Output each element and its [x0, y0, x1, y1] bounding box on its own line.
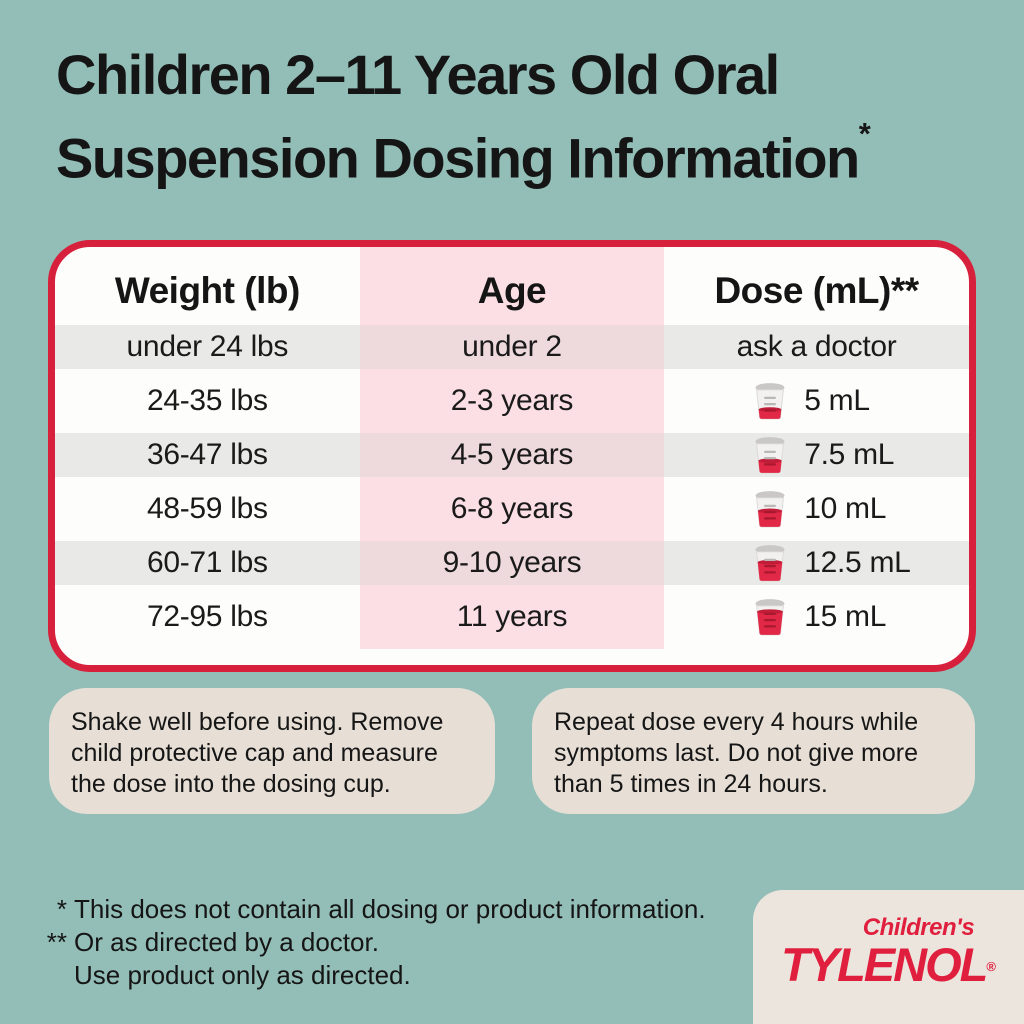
table-row: 48-59 lbs 6-8 years 10 mL	[55, 477, 969, 541]
dose-cell: 15 mL	[664, 585, 969, 649]
weight-cell: 36-47 lbs	[55, 433, 360, 477]
age-cell: 11 years	[359, 585, 665, 649]
dose-cell: ask a doctor	[664, 325, 969, 369]
footnote-text: This does not contain all dosing or prod…	[74, 894, 706, 924]
table-row: 24-35 lbs 2-3 years 5 mL	[55, 369, 969, 433]
note-shake-well-text: Shake well before using. Remove child pr…	[71, 708, 444, 798]
registered-trademark-icon: ®	[986, 959, 996, 974]
dosing-cup-icon	[752, 488, 788, 530]
weight-cell: 48-59 lbs	[146, 492, 268, 525]
footnote-text: Use product only as directed.	[74, 960, 411, 990]
brand-childrens-label: Children's	[862, 914, 975, 941]
table-row: 36-47 lbs 4-5 years 7.5 mL	[55, 433, 969, 477]
footnote-line: Use product only as directed.	[28, 959, 706, 992]
weight-cell: 72-95 lbs	[146, 600, 268, 633]
table-row: 60-71 lbs 9-10 years 12.5 mL	[55, 541, 969, 585]
table-header-row: Weight (lb) Age Dose (mL)**	[55, 247, 969, 325]
age-cell: under 2	[359, 325, 665, 369]
footnote-line: * This does not contain all dosing or pr…	[28, 893, 706, 926]
dosing-table: Weight (lb) Age Dose (mL)** under 24 lbs…	[48, 240, 976, 672]
header-age: Age	[359, 247, 665, 325]
brand-card: Children's TYLENOL ®	[753, 890, 1024, 1024]
weight-cell: 60-71 lbs	[55, 541, 360, 585]
dosing-cup-icon	[752, 380, 788, 422]
age-cell: 6-8 years	[359, 477, 665, 541]
age-cell: 9-10 years	[359, 541, 665, 585]
header-dose: Dose (mL)**	[714, 270, 919, 311]
table-row: 72-95 lbs 11 years 15 mL	[55, 585, 969, 649]
footnote-marker	[28, 959, 74, 992]
dose-cell: 12.5 mL	[664, 541, 969, 585]
table-row: under 24 lbs under 2 ask a doctor	[55, 325, 969, 369]
title-line-1: Children 2–11 Years Old Oral	[56, 43, 780, 106]
page-title: Children 2–11 Years Old Oral Suspension D…	[56, 38, 871, 195]
dose-value: 12.5 mL	[804, 546, 911, 579]
age-cell: 4-5 years	[359, 433, 665, 477]
footnote-line: ** Or as directed by a doctor.	[28, 926, 706, 959]
footnote-text: Or as directed by a doctor.	[74, 927, 379, 957]
footnotes: * This does not contain all dosing or pr…	[28, 893, 706, 992]
dose-value: 7.5 mL	[804, 438, 895, 471]
dose-value: 5 mL	[804, 384, 870, 417]
age-cell: 2-3 years	[359, 369, 665, 433]
note-repeat-dose-text: Repeat dose every 4 hours while symptoms…	[554, 708, 919, 798]
note-shake-well: Shake well before using. Remove child pr…	[49, 688, 495, 814]
weight-cell: under 24 lbs	[55, 325, 360, 369]
header-weight: Weight (lb)	[114, 270, 300, 311]
dosing-cup-icon	[752, 434, 788, 476]
dose-value: 10 mL	[804, 492, 887, 525]
footnote-marker: *	[56, 894, 67, 924]
dosing-cup-icon	[752, 542, 788, 584]
dose-cell: 10 mL	[664, 477, 969, 541]
weight-cell: 24-35 lbs	[146, 384, 268, 417]
dose-value: ask a doctor	[736, 330, 897, 363]
tylenol-logo: TYLENOL ®	[781, 938, 996, 991]
title-line-2: Suspension Dosing Information	[56, 126, 860, 190]
dose-cell: 7.5 mL	[664, 433, 969, 477]
tylenol-wordmark: TYLENOL	[781, 938, 988, 991]
dose-value: 15 mL	[804, 600, 887, 633]
dosing-cup-icon	[752, 596, 788, 638]
dose-cell: 5 mL	[664, 369, 969, 433]
title-asterisk: *	[858, 116, 871, 152]
table-body: under 24 lbs under 2 ask a doctor 24-35 …	[55, 325, 969, 649]
note-repeat-dose: Repeat dose every 4 hours while symptoms…	[532, 688, 975, 814]
footnote-marker: **	[46, 927, 67, 957]
